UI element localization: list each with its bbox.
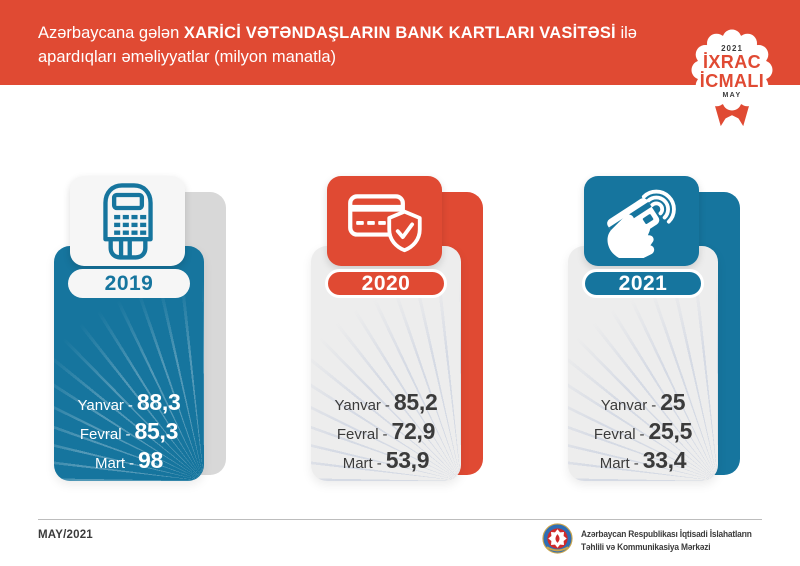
footer-divider <box>38 519 762 520</box>
year-card-2021: Yanvar-25 Fevral-25,5 Mart-33,4 Aprel-28… <box>568 176 764 486</box>
organization-line2: Təhlili və Kommunikasiya Mərkəzi <box>581 541 711 552</box>
month-label: Yanvar <box>77 397 124 414</box>
title-line1-suffix: ilə <box>620 24 637 42</box>
title-line2: apardıqları əməliyyatlar (milyon manatla… <box>38 48 337 66</box>
data-row: Aprel-103,2 <box>54 476 204 481</box>
value-list-2019: Yanvar-88,3 Fevral-85,3 Mart-98 Aprel-10… <box>54 389 204 481</box>
title-line1-prefix: Azərbaycana gələn <box>38 24 180 42</box>
separator: - <box>129 455 134 472</box>
separator: - <box>127 397 133 414</box>
month-value: 85,2 <box>393 389 438 415</box>
data-row: Fevral -72,9 <box>311 418 461 447</box>
footer-date: MAY/2021 <box>38 527 93 541</box>
badge-title-line2: İCMALI <box>699 70 765 91</box>
year-pill-2021: 2021 <box>582 269 704 298</box>
data-row: Fevral -85,3 <box>54 418 204 447</box>
month-value: 72,9 <box>391 418 436 444</box>
month-value: 53,9 <box>385 447 430 473</box>
separator: - <box>651 397 657 414</box>
title-line1-bold: XARİCİ VƏTƏNDAŞLARIN BANK KARTLARI VASİT… <box>183 24 616 42</box>
data-row: Mart -33,4 <box>568 447 718 476</box>
data-row: Mart -98 <box>54 447 204 476</box>
month-label: Fevral <box>79 426 122 443</box>
badge-title-line1: İXRAC <box>702 51 761 72</box>
value-list-2021: Yanvar-25 Fevral-25,5 Mart-33,4 Aprel-28… <box>568 389 718 481</box>
month-label: Mart <box>599 455 630 472</box>
organization-name: Azərbaycan Respublikası İqtisadi İslahat… <box>581 528 752 553</box>
rosette-ribbon-icon <box>691 29 773 127</box>
data-row: Yanvar -25 <box>568 389 718 418</box>
header-banner: Azərbaycana gələn XARİCİ VƏTƏNDAŞLARIN B… <box>0 0 800 85</box>
month-value: 33,4 <box>642 447 687 473</box>
badge-month: MAY <box>722 91 742 99</box>
separator: - <box>384 397 390 414</box>
card-icon-tile-2021 <box>584 176 699 266</box>
organization-line1: Azərbaycan Respublikası İqtisadi İslahat… <box>581 529 752 539</box>
badge-year: 2021 <box>721 43 743 53</box>
rosette-badge: 2021 İXRAC İCMALI MAY <box>684 26 780 130</box>
contactless-payment-icon <box>606 189 676 258</box>
credit-card-shield-icon <box>347 194 422 253</box>
data-row: Aprel-28,3 <box>568 476 718 481</box>
month-label: Fevral <box>336 426 379 443</box>
card-icon-tile-2020 <box>327 176 442 266</box>
data-row: Aprel-19,7 <box>311 476 461 481</box>
month-value: 25,5 <box>648 418 693 444</box>
year-card-2019: Yanvar-88,3 Fevral-85,3 Mart-98 Aprel-10… <box>54 176 250 486</box>
data-row: Mart -53,9 <box>311 447 461 476</box>
year-label: 2019 <box>104 271 154 295</box>
month-label: Mart <box>342 455 373 472</box>
state-emblem-logo <box>542 523 573 554</box>
month-value: 103,2 <box>125 476 181 481</box>
year-card-2020: Yanvar-85,2 Fevral-72,9 Mart-53,9 Aprel-… <box>311 176 507 486</box>
separator: - <box>125 426 131 443</box>
year-pill-2019: 2019 <box>68 269 190 298</box>
month-value: 28,3 <box>645 476 689 481</box>
month-value: 85,3 <box>134 418 179 444</box>
badge-text: 2021 İXRAC İCMALI MAY <box>692 37 772 105</box>
month-label: Yanvar <box>600 397 648 414</box>
year-pill-2020: 2020 <box>325 269 447 298</box>
card-icon-tile-2019 <box>70 176 185 266</box>
month-value: 19,7 <box>388 476 432 481</box>
month-value: 25 <box>660 389 686 415</box>
year-label: 2020 <box>361 271 411 295</box>
pos-terminal-icon <box>102 183 153 260</box>
month-value: 88,3 <box>136 389 181 415</box>
year-label: 2021 <box>618 271 668 295</box>
month-value: 98 <box>138 447 163 473</box>
month-label: Mart <box>95 455 125 472</box>
month-label: Yanvar <box>334 397 381 414</box>
value-list-2020: Yanvar-85,2 Fevral-72,9 Mart-53,9 Aprel-… <box>311 389 461 481</box>
separator: - <box>639 426 645 443</box>
month-label: Fevral <box>593 426 636 443</box>
separator: - <box>382 426 388 443</box>
separator: - <box>633 455 639 472</box>
data-row: Yanvar -88,3 <box>54 389 204 418</box>
data-row: Fevral -25,5 <box>568 418 718 447</box>
page-title: Azərbaycana gələn XARİCİ VƏTƏNDAŞLARIN B… <box>38 21 637 69</box>
separator: - <box>376 455 382 472</box>
data-row: Yanvar -85,2 <box>311 389 461 418</box>
